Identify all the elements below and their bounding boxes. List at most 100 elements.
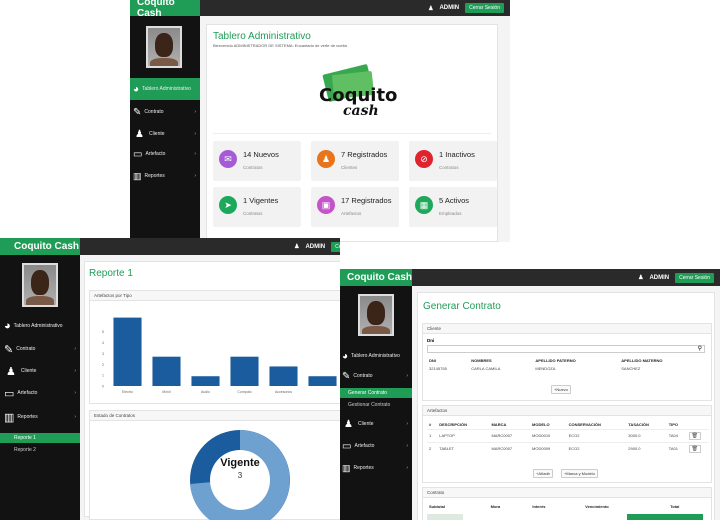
total-field[interactable]: [627, 514, 703, 520]
stat-label: Contratos: [243, 211, 263, 216]
app-brand[interactable]: Coquito Cash: [340, 269, 412, 286]
contract-content: Generar Contrato Cliente Dni ⚲ DNI NOMBRE…: [412, 286, 720, 520]
contract-panel: Generar Contrato Cliente Dni ⚲ DNI NOMBRE…: [417, 292, 715, 520]
subtotal-field[interactable]: [427, 514, 463, 520]
table-header-cell: Subtotal: [429, 503, 445, 509]
sidebar-item-reports[interactable]: ▥ Reportes ›: [133, 170, 196, 181]
donut-panel: Estado de Contratos Vigente 3: [89, 410, 340, 520]
stat-card[interactable]: ▦ 5 Activos Empleados: [409, 187, 497, 227]
dni-input[interactable]: ⚲: [427, 345, 705, 353]
sidebar-item-contract[interactable]: ✎ Contrato ›: [4, 343, 76, 356]
client-section-title: Cliente: [423, 324, 711, 334]
table-cell: LAPTOP: [439, 433, 455, 438]
sidebar-item-client[interactable]: ♟ Cliente ›: [135, 128, 196, 140]
bar[interactable]: [230, 356, 259, 386]
search-icon[interactable]: ⚲: [697, 346, 702, 352]
stat-card[interactable]: ⊘ 1 Inactivos Contratos: [409, 141, 497, 181]
stat-value: 1 Vigentes: [243, 196, 279, 205]
stat-card[interactable]: ▣ 17 Registrados Artefactos: [311, 187, 399, 227]
new-client-button[interactable]: +Nuevo: [551, 385, 571, 394]
bar[interactable]: [191, 376, 220, 386]
avatar: [22, 263, 58, 307]
sidebar-item-reports[interactable]: ▥ Reportes ›: [4, 411, 76, 424]
y-tick-label: 2: [102, 363, 104, 367]
sidebar-item-client[interactable]: ♟ Cliente ›: [344, 418, 408, 430]
user-name[interactable]: ADMIN: [305, 243, 326, 250]
user-area: ♟ ADMIN Cerrar Sesión: [638, 269, 714, 286]
x-tick-label: Electro: [122, 390, 133, 394]
x-tick-label: Audio: [201, 390, 210, 394]
client-table: DNI NOMBRES APELLIDO PATERNO APELLIDO MATER…: [427, 356, 707, 372]
bar[interactable]: [152, 356, 181, 386]
table-header-cell: MARCA: [491, 421, 507, 427]
donut-label: Vigente: [220, 457, 260, 469]
stat-label: Contratos: [439, 165, 459, 170]
report-panel: Reporte 1 Artefactos por Tipo 0 1 2 3 4 5 Elec…: [84, 261, 340, 520]
dashboard-window: Coquito Cash ♟ ADMIN Cerrar Sesión ◕ Tab…: [130, 0, 510, 242]
add-item-button[interactable]: +Añadir: [533, 469, 553, 478]
delete-row-button[interactable]: 🗑: [688, 429, 709, 442]
app-brand[interactable]: Coquito Cash: [130, 0, 200, 19]
table-cell: MENDOZA: [535, 365, 556, 371]
table-header-cell: Mora: [490, 503, 501, 509]
sidebar-item-artifact[interactable]: ▭ Artefacto ›: [4, 387, 76, 400]
table-cell: ECO2: [568, 446, 580, 452]
x-tick-label: Computo: [237, 390, 251, 394]
sidebar-item-contract[interactable]: ✎ Contrato ›: [133, 106, 196, 118]
table-cell: MARC0007: [491, 433, 513, 438]
donut-hole: [210, 450, 270, 510]
y-tick-label: 3: [102, 352, 104, 356]
top-bar: Coquito Cash ♟ ADMIN Cerrar Sesión: [0, 238, 340, 255]
stat-card[interactable]: ✉ 14 Nuevos Contratos: [213, 141, 301, 181]
sidebar-item-artifact[interactable]: ▭ Artefacto ›: [133, 148, 196, 160]
table-header-cell: Vencimiento: [585, 503, 609, 509]
sidebar-item-dashboard[interactable]: ◕ Tablero Administrativo: [4, 320, 63, 332]
sidebar-subitem-manage-contract[interactable]: Gestionar Contrato: [348, 402, 391, 408]
sidebar-subitem-report-1[interactable]: Reporte 1: [0, 433, 80, 443]
contract-totals-table: Subtotal Mora Interés Vencimiento Total: [427, 502, 709, 510]
sidebar-item-artifact[interactable]: ▭ Artefacto ›: [342, 440, 408, 452]
welcome-text: Bienvenido ADMINISTRADOR DE SISTEMA: Enc…: [213, 43, 347, 48]
dashboard-panel: Tablero Administrativo Bienvenido ADMINI…: [206, 24, 498, 242]
envelope-icon: ✉: [219, 150, 237, 168]
sidebar-item-dashboard[interactable]: ◕ Tablero Administrativo: [342, 350, 400, 362]
logo-text: Coquito: [319, 85, 398, 106]
table-header-cell: CONSERVACIÓN: [568, 421, 601, 427]
sidebar-item-reports[interactable]: ▥ Reportes ›: [342, 462, 408, 473]
page-title: Generar Contrato: [423, 301, 501, 312]
sidebar-subitem-generate-contract[interactable]: Generar Contrato: [340, 388, 412, 398]
stat-value: 14 Nuevos: [243, 150, 279, 159]
bar[interactable]: [113, 317, 142, 386]
logout-button[interactable]: Cerrar Sesión: [331, 241, 340, 252]
stat-label: Clientes: [341, 165, 358, 170]
logout-button[interactable]: Cerrar Sesión: [465, 3, 504, 13]
stat-card[interactable]: ➤ 1 Vigentes Contratos: [213, 187, 301, 227]
stat-card[interactable]: ♟ 7 Registrados Clientes: [311, 141, 399, 181]
user-name[interactable]: ADMIN: [649, 274, 670, 281]
brand-model-button[interactable]: +Marca y Modelo: [561, 469, 598, 478]
bar[interactable]: [308, 376, 337, 386]
table-cell: 1: [429, 433, 432, 438]
sidebar-item-client[interactable]: ♟ Cliente ›: [6, 365, 76, 378]
logo-subtext: cash: [343, 103, 379, 119]
client-section: Cliente Dni ⚲ DNI NOMBRES APELLIDO PATERNO…: [422, 323, 712, 401]
y-tick-label: 0: [102, 385, 104, 389]
top-bar: Coquito Cash ♟ ADMIN Cerrar Sesión: [130, 0, 510, 19]
table-header-cell: TASACIÓN: [628, 421, 649, 427]
report-content: Reporte 1 Artefactos por Tipo 0 1 2 3 4 5 Elec…: [80, 255, 340, 520]
user-name[interactable]: ADMIN: [439, 5, 460, 11]
delete-row-button[interactable]: 🗑: [688, 442, 709, 455]
bar-chart-icon: ▥: [133, 170, 142, 181]
user-icon: ♟: [638, 275, 644, 281]
monitor-icon: ▭: [342, 440, 352, 452]
bar[interactable]: [269, 366, 298, 386]
sidebar-item-dashboard[interactable]: ◕ Tablero Administrativo: [130, 78, 200, 100]
sidebar-item-contract[interactable]: ✎ Contrato ›: [342, 370, 408, 382]
chevron-icon: ›: [74, 368, 76, 374]
table-row: 1 LAPTOP MARC0007 MOD0010 ECO2 3000.0 TA04 🗑: [427, 429, 709, 442]
sidebar-subitem-report-2[interactable]: Reporte 2: [14, 447, 36, 453]
chevron-icon: ›: [406, 443, 408, 449]
app-brand[interactable]: Coquito Cash: [0, 238, 80, 255]
logout-button[interactable]: Cerrar Sesión: [675, 272, 714, 283]
table-header-cell: Total: [670, 503, 680, 509]
